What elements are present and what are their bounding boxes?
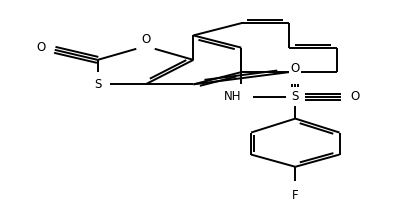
- Text: NH: NH: [224, 90, 241, 103]
- Text: O: O: [291, 61, 300, 75]
- Text: S: S: [291, 90, 299, 103]
- Text: O: O: [141, 33, 150, 46]
- Text: S: S: [94, 78, 101, 91]
- Text: O: O: [36, 41, 46, 54]
- Text: F: F: [292, 189, 299, 202]
- Text: O: O: [350, 90, 360, 103]
